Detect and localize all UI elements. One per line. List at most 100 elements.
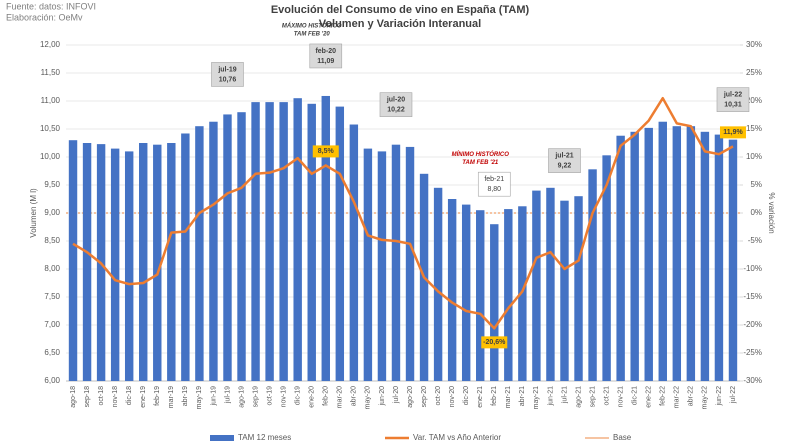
x-tick-label: ago-21 [575,386,582,408]
x-tick-label: may-21 [533,386,540,409]
bar [490,224,499,381]
bar [504,209,513,381]
bar [124,151,134,381]
x-tick-label: dic-18 [126,386,133,405]
x-tick-label: ene-21 [477,386,484,408]
legend-label: Base [613,433,632,442]
bar [68,140,78,381]
bar-callout: jul-20 10,22 [379,92,413,117]
y-tick-label: 8,00 [44,264,60,273]
bar-value-label: 10,22 [387,107,405,114]
bar [293,98,302,381]
bar-callout: jul-21 9,22 [548,148,581,173]
x-tick-label: jul-22 [730,386,737,404]
bar [391,144,401,381]
callout-category: feb-21 [484,176,504,183]
bar [181,133,190,381]
callout-box [716,87,750,112]
bar [363,148,373,381]
y-tick-label: 8,50 [44,236,60,245]
bar-callout: jul-22 10,31 [716,87,750,112]
x-tick-label: feb-22 [660,386,667,406]
x-tick-label: ene-22 [646,386,653,408]
y2-tick-label: -20% [743,320,762,329]
x-tick-label: ene-19 [140,386,147,408]
x-tick-label: ago-19 [238,386,245,408]
bar [700,131,710,381]
callout-box [379,92,413,117]
bar [153,144,162,381]
bar [461,204,471,381]
bar-callout: jul-19 10,76 [211,62,244,87]
line-value-label: -20,6% [483,339,506,346]
x-tick-label: feb-19 [154,386,161,406]
y-tick-label: 11,00 [41,96,61,105]
credit: Elaboración: OeMv [6,12,83,22]
x-tick-label: oct-20 [435,386,442,406]
x-tick-label: abr-22 [688,386,695,406]
y-tick-label: 12,00 [40,40,61,49]
x-tick-label: ago-18 [70,386,77,408]
bar [560,200,569,381]
callout-box [548,148,581,173]
x-tick-label: nov-18 [112,386,119,408]
callout-category: jul-20 [386,97,405,104]
bar-value-label: 10,76 [219,76,237,83]
x-tick-label: nov-21 [617,386,624,408]
bar-value-label: 11,09 [317,58,334,65]
y-tick-label: 9,50 [44,180,60,189]
y-tick-label: 9,00 [44,208,60,217]
y2-tick-label: -25% [743,348,762,357]
y-tick-label: 7,00 [44,320,60,329]
bar [167,143,176,381]
bar-value-label: 9,22 [558,163,572,170]
y2-tick-label: -15% [743,292,762,301]
bar [223,114,232,381]
x-tick-label: mar-19 [168,386,175,408]
y-tick-label: 6,00 [44,376,60,385]
x-tick-label: jul-20 [393,386,400,404]
bar [321,95,330,382]
bar [476,210,485,381]
y2-tick-label: 25% [746,68,762,77]
y-tick-label: 10,00 [40,152,61,161]
bar [433,187,443,381]
x-tick-label: sep-21 [589,386,596,408]
bar [714,134,724,381]
y-axis-label: Volumen (M l) [29,188,38,238]
bar [546,187,555,381]
legend-label: TAM 12 meses [238,433,291,442]
bar [658,121,667,381]
bar [728,139,738,381]
x-tick-label: jun-19 [210,386,217,407]
bar [195,126,204,381]
annotation: MÍNIMO HISTÓRICO [452,151,510,158]
callout-category: jul-19 [217,66,236,73]
x-tick-label: mar-20 [337,386,344,408]
x-tick-label: dic-20 [463,386,470,405]
line-label-box [481,336,508,349]
x-tick-label: jun-20 [379,386,386,407]
bar [335,106,345,381]
bar-value-label: 10,31 [724,101,742,108]
source: Fuente: datos: INFOVI [6,1,96,11]
y-tick-label: 6,50 [44,348,60,357]
bar [110,148,120,381]
x-tick-label: oct-18 [98,386,105,406]
y-tick-label: 11,50 [41,68,61,77]
line-label-box [719,126,746,139]
bar [82,143,92,381]
x-tick-label: dic-19 [295,386,302,405]
bar [532,190,541,381]
y2-tick-label: 30% [746,40,762,49]
x-tick-label: abr-21 [519,386,526,406]
bar [686,126,696,381]
y2-tick-label: -5% [748,236,762,245]
line [72,96,734,330]
bar-callout: feb-20 11,09 [309,43,343,69]
bar [574,196,583,381]
x-tick-label: oct-21 [603,386,610,406]
x-tick-label: oct-19 [266,386,273,406]
annotation: MÁXIMO HISTÓRICO [282,23,342,30]
